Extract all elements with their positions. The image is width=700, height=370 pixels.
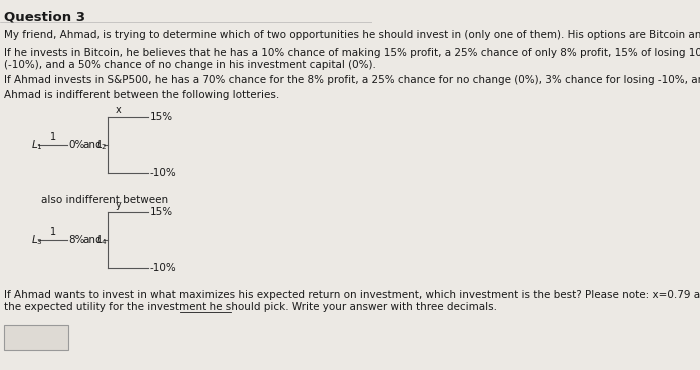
Text: also indifferent between: also indifferent between xyxy=(41,195,169,205)
Text: (-10%), and a 50% chance of no change in his investment capital (0%).: (-10%), and a 50% chance of no change in… xyxy=(4,60,376,70)
Text: -10%: -10% xyxy=(150,263,176,273)
Text: and: and xyxy=(82,140,102,150)
FancyBboxPatch shape xyxy=(4,325,68,350)
Text: 15%: 15% xyxy=(150,207,173,217)
Text: 1: 1 xyxy=(50,132,56,142)
Text: $L_1$: $L_1$ xyxy=(31,138,43,152)
Text: Question 3: Question 3 xyxy=(4,10,85,23)
Text: 15%: 15% xyxy=(150,112,173,122)
Text: the expected utility for the investment he should pick. Write your answer with t: the expected utility for the investment … xyxy=(4,302,497,312)
Text: My friend, Ahmad, is trying to determine which of two opportunities he should in: My friend, Ahmad, is trying to determine… xyxy=(4,30,700,40)
Text: 8%: 8% xyxy=(68,235,85,245)
Text: If Ahmad invests in S&P500, he has a 70% chance for the 8% profit, a 25% chance : If Ahmad invests in S&P500, he has a 70%… xyxy=(4,75,700,85)
Text: -10%: -10% xyxy=(150,168,176,178)
Text: If he invests in Bitcoin, he believes that he has a 10% chance of making 15% pro: If he invests in Bitcoin, he believes th… xyxy=(4,48,700,58)
Text: and: and xyxy=(82,235,102,245)
Text: x: x xyxy=(116,105,122,115)
Text: $L_2$: $L_2$ xyxy=(97,138,108,152)
Text: $L_4$: $L_4$ xyxy=(97,233,108,247)
Text: 0%: 0% xyxy=(68,140,85,150)
Text: If Ahmad wants to invest in what maximizes his expected return on investment, wh: If Ahmad wants to invest in what maximiz… xyxy=(4,290,700,300)
Text: $L_3$: $L_3$ xyxy=(31,233,43,247)
Text: 1: 1 xyxy=(50,227,56,237)
Text: Ahmad is indifferent between the following lotteries.: Ahmad is indifferent between the followi… xyxy=(4,90,279,100)
Text: y: y xyxy=(116,200,122,210)
